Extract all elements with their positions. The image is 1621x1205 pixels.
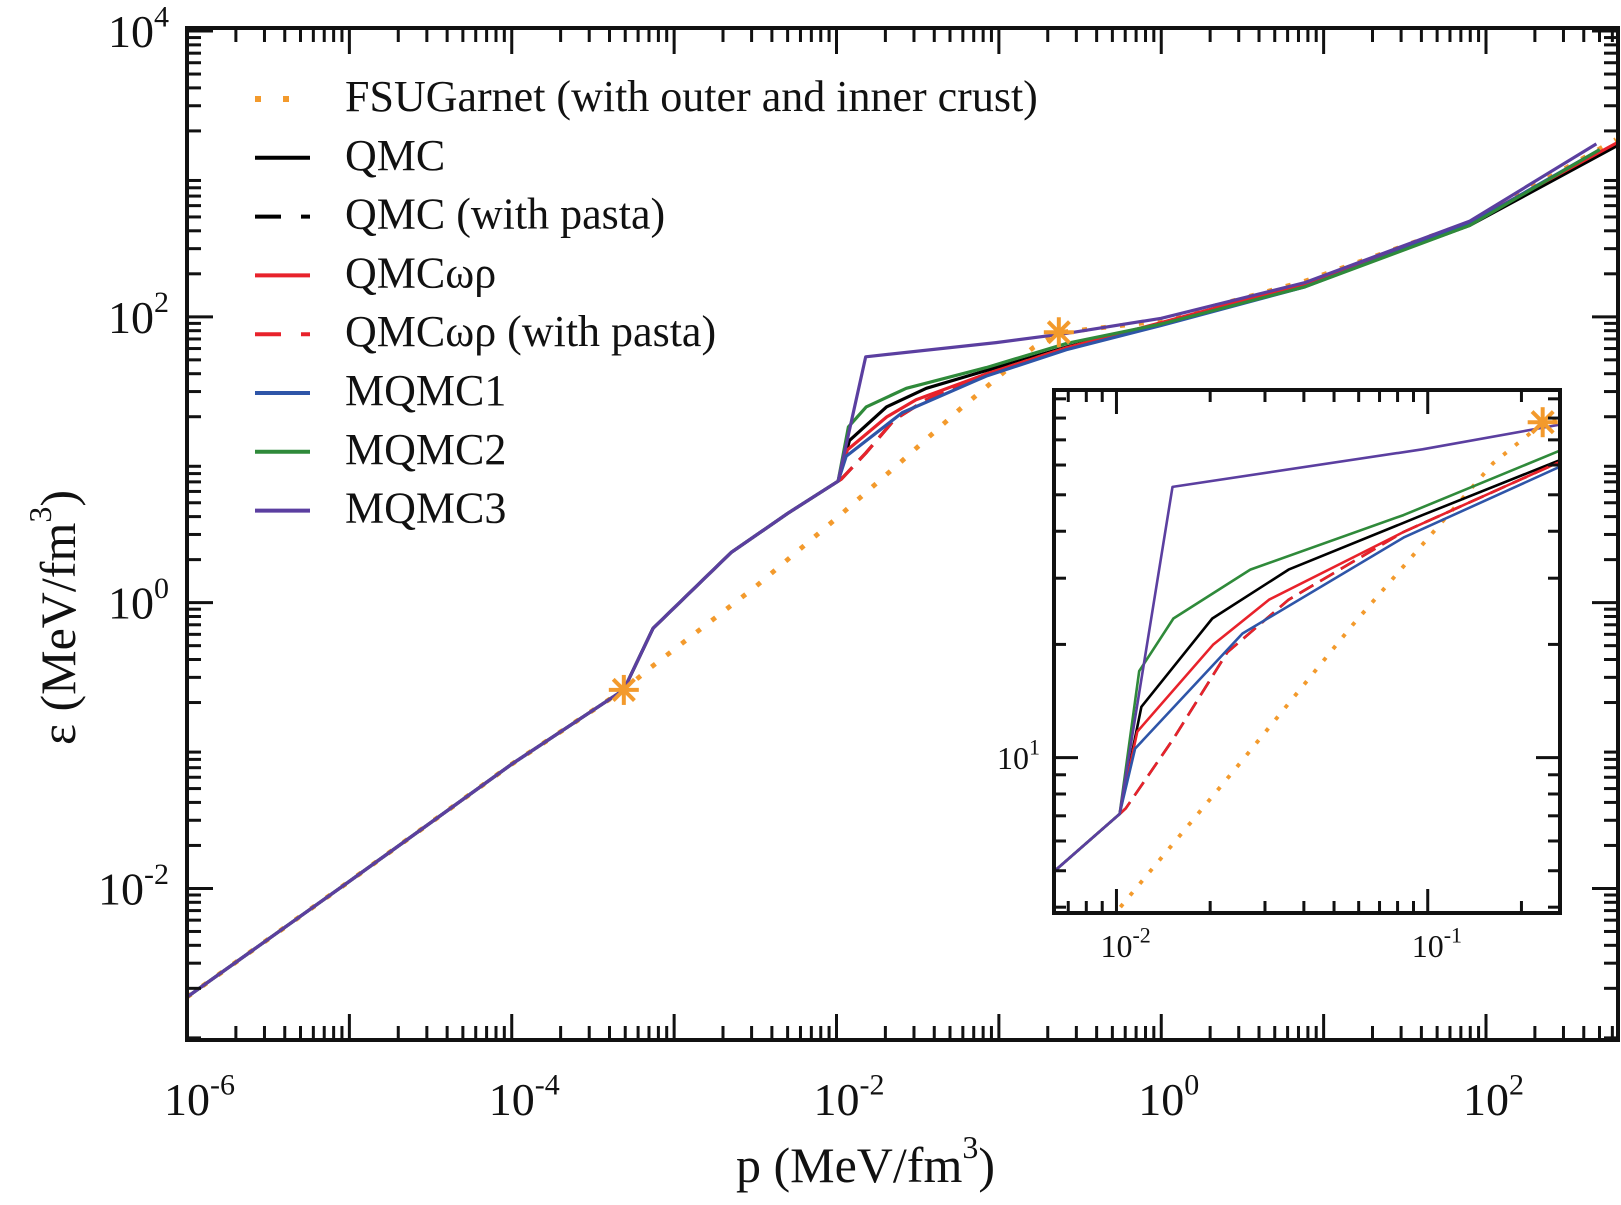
legend-label: MQMC3 — [345, 484, 506, 533]
main-x-tick-label: 10-2 — [814, 1068, 885, 1125]
legend-label: MQMC2 — [345, 425, 506, 474]
inset-x-tick-label: 10-1 — [1412, 923, 1462, 964]
main-series-qmc-with-pasta — [837, 346, 1067, 483]
legend: FSUGarnet (with outer and inner crust) QM… — [255, 72, 1038, 533]
inset-tick-labels: 10-2 10-1 101 — [997, 734, 1462, 964]
legend-item: MQMC3 — [255, 484, 506, 533]
inset-plot-frame — [1052, 388, 1562, 915]
legend-item: MQMC2 — [255, 425, 506, 474]
legend-item: QMCωρ — [255, 248, 496, 297]
main-plot-markers — [608, 317, 1074, 705]
legend-label: QMCωρ (with pasta) — [345, 307, 716, 356]
legend-item: MQMC1 — [255, 366, 506, 415]
main-x-tick-label: 10-6 — [164, 1068, 235, 1125]
main-plot-series — [187, 137, 1618, 1000]
inset-plot-markers — [1527, 407, 1558, 438]
y-axis-title: ε (MeV/fm3) — [22, 490, 86, 745]
x-axis-title: p (MeV/fm3) — [736, 1129, 995, 1193]
legend-item: FSUGarnet (with outer and inner crust) — [255, 72, 1038, 121]
inset-plot-axes — [1052, 388, 1562, 915]
main-y-tick-label: 104 — [108, 0, 169, 57]
legend-label: MQMC1 — [345, 366, 506, 415]
inset-series-qmc-with-pasta — [1118, 462, 1558, 815]
legend-label: QMC — [345, 131, 445, 180]
main-series-qmc-with-pasta — [837, 346, 1067, 483]
main-x-tick-label: 102 — [1463, 1068, 1524, 1125]
main-asterisk-marker — [1043, 317, 1074, 348]
main-asterisk-marker — [608, 674, 639, 705]
main-tick-labels: 10-6 10-4 10-2 100 102 10-2 100 102 104 — [98, 0, 1524, 1125]
inset-asterisk-marker — [1527, 407, 1558, 438]
legend-item: QMC — [255, 131, 445, 180]
legend-label: FSUGarnet (with outer and inner crust) — [345, 72, 1038, 121]
main-x-tick-label: 10-4 — [489, 1068, 560, 1125]
inset-y-tick-label: 101 — [997, 734, 1040, 775]
main-y-tick-label: 100 — [108, 572, 169, 629]
legend-label: QMCωρ — [345, 248, 496, 297]
legend-label: QMC (with pasta) — [345, 190, 665, 239]
main-y-tick-label: 10-2 — [98, 858, 169, 915]
main-plot-axes — [185, 26, 1620, 1042]
main-x-tick-label: 100 — [1138, 1068, 1199, 1125]
main-y-tick-label: 102 — [108, 286, 169, 343]
inset-x-tick-label: 10-2 — [1100, 923, 1150, 964]
legend-item: QMC (with pasta) — [255, 190, 665, 239]
inset-background — [1054, 390, 1560, 913]
legend-item: QMCωρ (with pasta) — [255, 307, 716, 356]
main-series-mqmc3 — [187, 142, 1598, 999]
